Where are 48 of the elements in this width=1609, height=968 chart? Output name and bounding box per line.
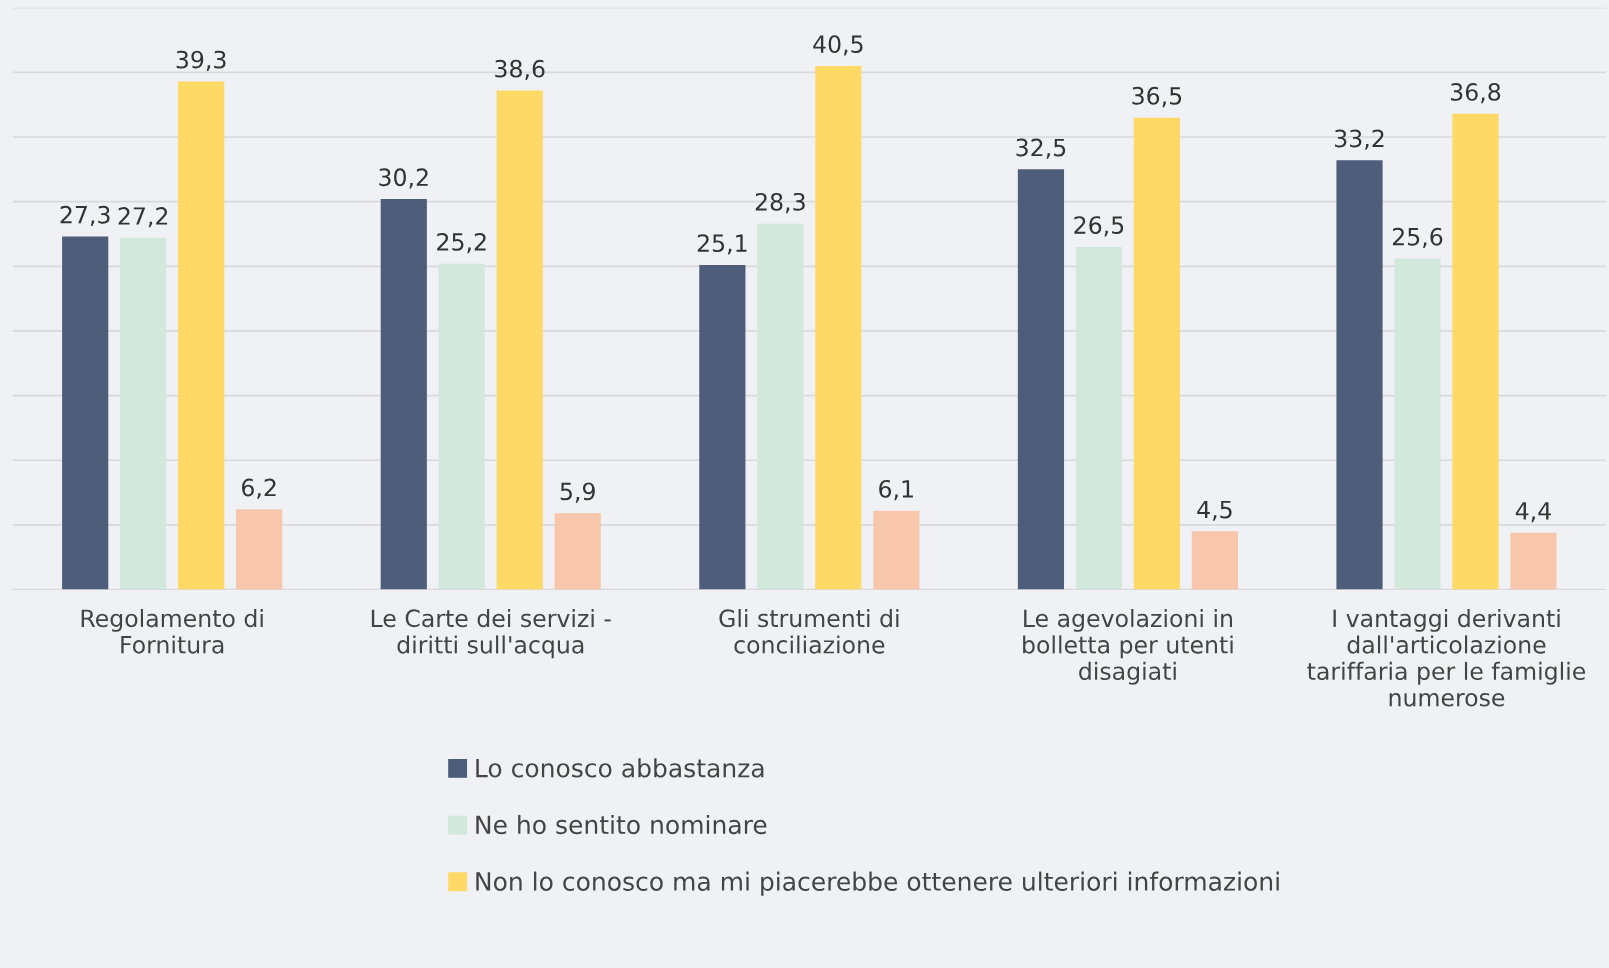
- bar: [1394, 258, 1441, 590]
- bar: [554, 513, 601, 590]
- bar: [1191, 531, 1238, 590]
- data-label: 6,1: [879, 479, 913, 501]
- legend-label: Ne ho sentito nominare: [476, 814, 767, 835]
- bar: [873, 510, 920, 590]
- legend-label: Non lo conosco ma mi piacerebbe ottenere ulteriori informazioni: [476, 871, 1279, 896]
- data-label: 38,6: [495, 59, 545, 80]
- data-label: 26,5: [1074, 216, 1124, 237]
- data-label: 32,5: [1016, 138, 1066, 159]
- bar: [496, 90, 543, 590]
- data-label: 39,3: [176, 50, 226, 71]
- bar: [1017, 169, 1065, 590]
- x-tick-label: Le Carte dei servizi - diritti sull'acqua: [371, 608, 611, 659]
- bar: [1452, 113, 1499, 590]
- data-label: 25,2: [437, 232, 486, 254]
- bar: [120, 237, 167, 590]
- bar: [62, 236, 109, 590]
- bar: [1510, 532, 1557, 590]
- data-label: 4,4: [1515, 502, 1551, 523]
- legend-label: Lo conosco abbastanza: [476, 758, 764, 778]
- bar: [1075, 246, 1123, 590]
- data-label: 33,2: [1335, 129, 1384, 150]
- x-tick-label: Gli strumenti di conciliazione: [719, 608, 899, 654]
- bar: [438, 263, 485, 590]
- bar: [1133, 117, 1180, 590]
- x-tick-label: Regolamento di Fornitura: [81, 608, 263, 654]
- data-label: 36,8: [1451, 82, 1501, 104]
- data-label: 28,3: [755, 192, 805, 214]
- bar: [815, 65, 862, 590]
- bar: [1336, 160, 1383, 590]
- bar: [236, 509, 283, 590]
- data-label: 25,6: [1392, 227, 1443, 249]
- x-tick-label: Le agevolazioni in bolletta per utenti disagiati: [1023, 608, 1233, 685]
- bar: [380, 199, 427, 590]
- data-label: 27,2: [118, 207, 168, 228]
- data-label: 5,9: [560, 482, 595, 503]
- bar: [699, 265, 746, 590]
- data-label: 6,2: [242, 478, 276, 499]
- bar: [757, 223, 804, 590]
- data-label: 30,2: [379, 168, 428, 189]
- bar: [178, 81, 225, 590]
- data-label: 27,3: [60, 205, 110, 227]
- data-label: 4,5: [1197, 500, 1232, 521]
- data-label: 36,5: [1132, 86, 1182, 108]
- data-label: 40,5: [813, 35, 863, 56]
- x-tick-label: I vantaggi derivanti dall'articolazione tariffaria per le famiglie numerose: [1307, 608, 1586, 707]
- data-label: 25,1: [697, 234, 747, 255]
